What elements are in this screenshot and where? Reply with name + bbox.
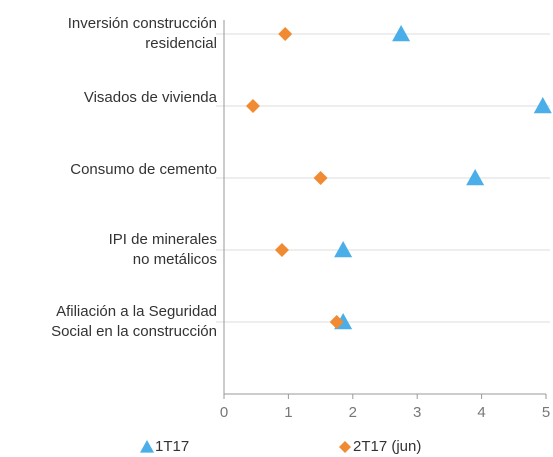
x-tick-label: 4 bbox=[477, 404, 485, 421]
x-tick-label: 0 bbox=[220, 404, 228, 421]
legend-marker bbox=[140, 440, 154, 453]
category-label: Consumo de cemento bbox=[70, 161, 217, 178]
marker bbox=[334, 241, 353, 258]
category-label: residencial bbox=[145, 35, 217, 52]
category-label: IPI de minerales bbox=[109, 231, 217, 248]
category-label: Inversión construcción bbox=[68, 15, 217, 32]
category-label: Visados de vivienda bbox=[84, 89, 218, 106]
category-label: Afiliación a la Seguridad bbox=[56, 303, 217, 320]
marker bbox=[533, 97, 552, 114]
category-label: no metálicos bbox=[133, 251, 217, 268]
x-tick-label: 1 bbox=[284, 404, 292, 421]
marker bbox=[313, 171, 328, 185]
marker bbox=[274, 243, 289, 257]
category-label: Social en la construcción bbox=[51, 323, 217, 340]
legend-marker bbox=[339, 441, 351, 453]
marker bbox=[245, 99, 260, 113]
x-tick-label: 5 bbox=[542, 404, 550, 421]
marker bbox=[392, 25, 411, 42]
marker bbox=[278, 27, 293, 41]
marker bbox=[329, 315, 344, 329]
x-tick-label: 2 bbox=[349, 404, 357, 421]
x-tick-label: 3 bbox=[413, 404, 421, 421]
marker bbox=[466, 169, 485, 186]
legend-label: 2T17 (jun) bbox=[353, 438, 421, 455]
legend-label: 1T17 bbox=[155, 438, 189, 455]
